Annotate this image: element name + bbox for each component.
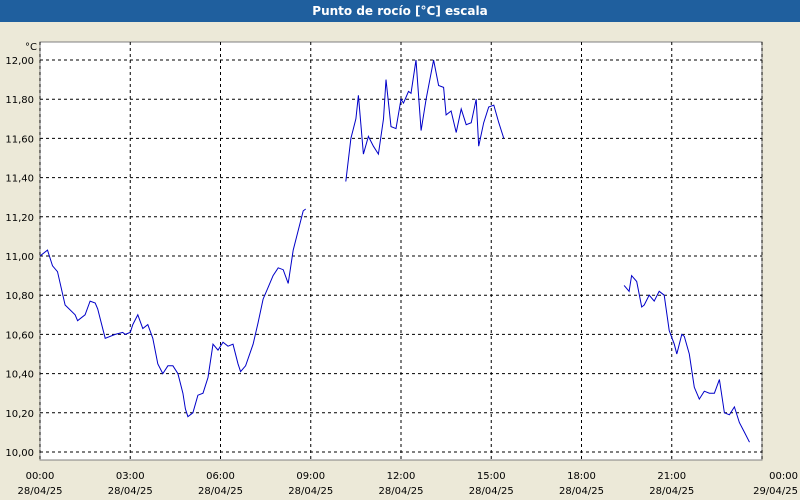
x-tick-time: 18:00: [567, 471, 596, 482]
y-tick-label: 10,60: [5, 330, 34, 341]
y-tick-label: 10,20: [5, 409, 34, 420]
chart-title: Punto de rocío [°C] escala: [0, 0, 800, 22]
y-tick-label: 10,40: [5, 370, 34, 381]
y-tick-label: 12,00: [5, 56, 34, 67]
y-tick-label: 11,00: [5, 252, 34, 263]
y-tick-label: 11,60: [5, 134, 34, 145]
x-tick-date: 28/04/25: [649, 486, 694, 497]
x-tick-date: 28/04/25: [198, 486, 243, 497]
y-axis-ticks: 10,00 10,20 10,40 10,60 10,80 11,00 11,20 11,40…: [5, 56, 34, 459]
x-tick-time: 00:00: [769, 471, 798, 482]
x-tick-time: 09:00: [296, 471, 325, 482]
series-line-segment: [345, 59, 505, 182]
x-tick-time: 21:00: [657, 471, 686, 482]
series-dew-point: [39, 59, 750, 443]
series-line-segment: [623, 274, 750, 443]
x-tick-time: 12:00: [387, 471, 416, 482]
y-axis-unit-label: °C: [25, 42, 37, 53]
y-tick-label: 11,80: [5, 95, 34, 106]
x-tick-date: 28/04/25: [469, 486, 514, 497]
x-tick-time: 00:00: [26, 471, 55, 482]
grid-lines: [39, 42, 763, 460]
x-tick-time: 06:00: [206, 471, 235, 482]
x-tick-date: 28/04/25: [559, 486, 604, 497]
y-tick-label: 11,20: [5, 213, 34, 224]
y-tick-label: 10,00: [5, 448, 34, 459]
x-axis-ticks: 00:00 28/04/25 03:00 28/04/25 06:00 28/04/25 0…: [18, 471, 798, 497]
y-tick-label: 11,40: [5, 174, 34, 185]
x-tick-date: 29/04/25: [753, 486, 798, 497]
x-tick-date: 28/04/25: [379, 486, 424, 497]
x-tick-date: 28/04/25: [288, 486, 333, 497]
series-line-segment: [39, 208, 307, 418]
y-tick-label: 10,80: [5, 291, 34, 302]
x-tick-date: 28/04/25: [18, 486, 63, 497]
x-tick-time: 03:00: [116, 471, 145, 482]
x-tick-time: 15:00: [477, 471, 506, 482]
x-tick-date: 28/04/25: [108, 486, 153, 497]
